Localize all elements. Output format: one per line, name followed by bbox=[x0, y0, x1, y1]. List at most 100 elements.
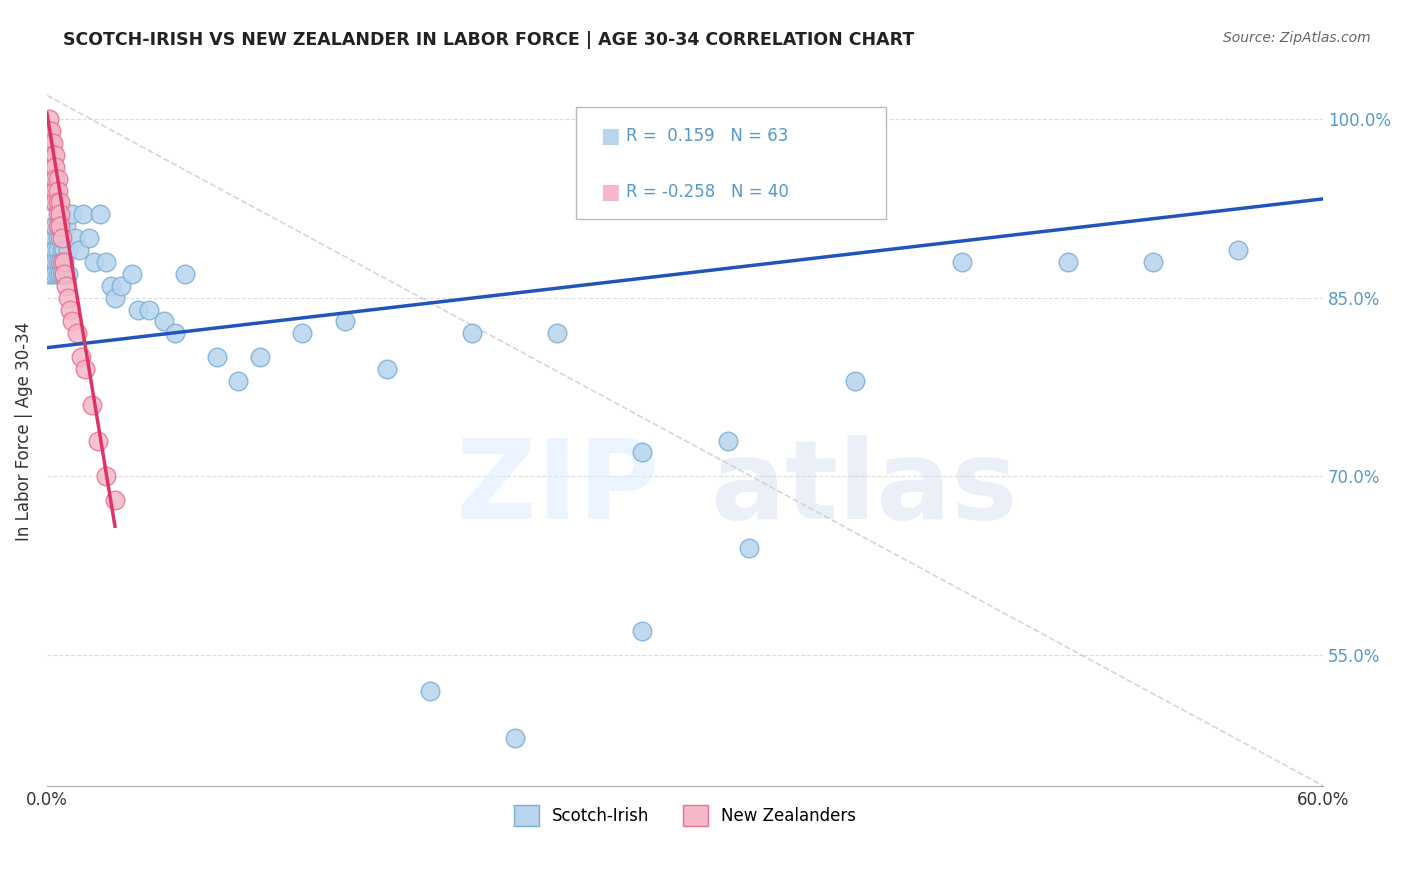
Point bbox=[46, 255, 69, 269]
Point bbox=[503, 731, 526, 746]
Point bbox=[96, 255, 118, 269]
Point bbox=[44, 184, 66, 198]
Point bbox=[72, 207, 94, 221]
Point bbox=[100, 278, 122, 293]
Text: ■: ■ bbox=[600, 182, 620, 202]
Point bbox=[59, 302, 82, 317]
Point bbox=[44, 255, 66, 269]
Point bbox=[79, 231, 101, 245]
Point bbox=[48, 255, 70, 269]
Point bbox=[52, 243, 75, 257]
Point bbox=[39, 160, 62, 174]
Point bbox=[51, 267, 73, 281]
Point bbox=[110, 278, 132, 293]
Point bbox=[44, 148, 66, 162]
Point bbox=[52, 267, 75, 281]
Point bbox=[55, 219, 77, 234]
Point bbox=[46, 267, 69, 281]
Point bbox=[48, 267, 70, 281]
Point bbox=[62, 207, 84, 221]
Text: ■: ■ bbox=[600, 127, 620, 146]
Point bbox=[138, 302, 160, 317]
Point bbox=[228, 374, 250, 388]
Point bbox=[48, 219, 70, 234]
Point bbox=[174, 267, 197, 281]
Point bbox=[42, 171, 65, 186]
Point bbox=[631, 445, 654, 459]
Point bbox=[51, 231, 73, 245]
Point bbox=[39, 148, 62, 162]
Point bbox=[46, 219, 69, 234]
Point bbox=[44, 219, 66, 234]
Point bbox=[87, 434, 110, 448]
Text: R = -0.258   N = 40: R = -0.258 N = 40 bbox=[626, 183, 789, 201]
Point bbox=[51, 243, 73, 257]
Point bbox=[42, 160, 65, 174]
Point bbox=[39, 255, 62, 269]
Point bbox=[39, 231, 62, 245]
Point bbox=[48, 207, 70, 221]
Point bbox=[48, 195, 70, 210]
Point bbox=[205, 350, 228, 364]
Point bbox=[83, 255, 105, 269]
Point bbox=[127, 302, 149, 317]
Point bbox=[1227, 243, 1250, 257]
Point bbox=[716, 434, 738, 448]
Point bbox=[104, 291, 127, 305]
Point bbox=[63, 231, 86, 245]
Point bbox=[104, 493, 127, 508]
Text: atlas: atlas bbox=[710, 434, 1018, 541]
Point bbox=[121, 267, 143, 281]
Point bbox=[44, 160, 66, 174]
Text: Source: ZipAtlas.com: Source: ZipAtlas.com bbox=[1223, 31, 1371, 45]
Point bbox=[38, 255, 60, 269]
Point bbox=[1057, 255, 1080, 269]
Point bbox=[844, 374, 866, 388]
Legend: Scotch-Irish, New Zealanders: Scotch-Irish, New Zealanders bbox=[506, 797, 865, 834]
Point bbox=[1142, 255, 1164, 269]
Point bbox=[39, 124, 62, 138]
Point bbox=[333, 314, 356, 328]
Text: SCOTCH-IRISH VS NEW ZEALANDER IN LABOR FORCE | AGE 30-34 CORRELATION CHART: SCOTCH-IRISH VS NEW ZEALANDER IN LABOR F… bbox=[63, 31, 914, 49]
Point bbox=[39, 267, 62, 281]
Point bbox=[46, 171, 69, 186]
Point bbox=[67, 243, 90, 257]
Point bbox=[419, 683, 441, 698]
Point bbox=[46, 243, 69, 257]
Point bbox=[46, 231, 69, 245]
Point bbox=[66, 326, 89, 341]
Point bbox=[56, 267, 79, 281]
Point bbox=[89, 207, 111, 221]
Point bbox=[42, 184, 65, 198]
Point bbox=[461, 326, 484, 341]
Point bbox=[42, 219, 65, 234]
Point bbox=[153, 314, 176, 328]
Point bbox=[38, 136, 60, 150]
Point bbox=[38, 112, 60, 127]
Point bbox=[291, 326, 314, 341]
Point bbox=[48, 231, 70, 245]
Point bbox=[44, 243, 66, 257]
Point bbox=[163, 326, 186, 341]
Point bbox=[249, 350, 271, 364]
Point bbox=[51, 255, 73, 269]
Point bbox=[38, 124, 60, 138]
Point bbox=[44, 195, 66, 210]
Point bbox=[546, 326, 568, 341]
Text: R =  0.159   N = 63: R = 0.159 N = 63 bbox=[626, 128, 787, 145]
Point bbox=[96, 469, 118, 483]
Point bbox=[56, 291, 79, 305]
Point bbox=[55, 278, 77, 293]
Point bbox=[44, 267, 66, 281]
Point bbox=[62, 314, 84, 328]
Point bbox=[75, 362, 97, 376]
Point bbox=[42, 195, 65, 210]
Point bbox=[56, 243, 79, 257]
Point bbox=[738, 541, 761, 555]
Point bbox=[42, 148, 65, 162]
Point bbox=[46, 207, 69, 221]
Point bbox=[44, 171, 66, 186]
Point bbox=[46, 184, 69, 198]
Point bbox=[950, 255, 973, 269]
Point bbox=[46, 195, 69, 210]
